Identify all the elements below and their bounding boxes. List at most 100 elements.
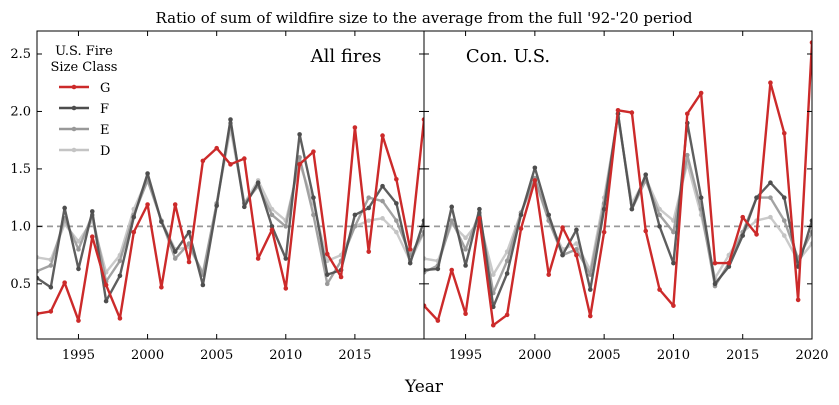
y-tick-label: 1.5 — [10, 162, 31, 177]
data-point-F — [449, 204, 455, 210]
x-tick-label: 2015 — [726, 348, 759, 363]
data-point-E — [352, 224, 358, 229]
data-point-F — [145, 171, 150, 176]
legend-title-line2: Size Class — [51, 60, 118, 75]
data-point-F — [352, 212, 358, 218]
data-point-D — [76, 239, 81, 244]
data-point-G — [574, 252, 579, 258]
data-point-G — [740, 214, 746, 220]
data-point-F — [62, 205, 67, 211]
data-point-F — [214, 203, 219, 208]
legend-marker-F — [71, 105, 77, 111]
data-point-F — [574, 227, 579, 233]
x-tick-label: 2000 — [518, 348, 551, 363]
x-tick-label: 2010 — [269, 348, 302, 363]
data-point-E — [809, 229, 812, 235]
series-line-D — [37, 127, 424, 274]
panel-frame — [423, 30, 813, 340]
x-tick-label: 2000 — [131, 348, 164, 363]
data-point-E — [117, 258, 123, 264]
series-line-D — [424, 115, 812, 280]
data-point-G — [200, 158, 206, 164]
x-axis-label: Year — [404, 377, 444, 397]
data-point-G — [228, 162, 233, 167]
data-point-E — [449, 218, 455, 223]
data-point-F — [89, 209, 95, 214]
data-point-G — [297, 162, 302, 167]
data-point-F — [532, 165, 538, 171]
data-point-F — [48, 284, 54, 290]
data-point-F — [435, 266, 441, 272]
data-point-G — [324, 251, 330, 257]
panel-label: All fires — [310, 46, 382, 67]
data-point-E — [781, 218, 787, 223]
data-point-E — [324, 281, 330, 287]
data-point-F — [103, 298, 109, 304]
data-point-G — [117, 316, 123, 321]
data-point-G — [754, 232, 759, 237]
data-point-G — [145, 202, 150, 207]
data-point-G — [366, 249, 372, 254]
data-point-F — [740, 233, 746, 238]
data-point-F — [117, 273, 123, 279]
data-point-G — [809, 40, 812, 45]
data-point-F — [297, 132, 302, 137]
data-point-D — [809, 241, 812, 246]
data-point-E — [37, 268, 40, 274]
x-tick-label: 2005 — [200, 348, 233, 363]
data-point-F — [394, 201, 399, 206]
data-point-G — [352, 125, 358, 130]
data-point-E — [366, 195, 372, 200]
data-point-F — [768, 180, 773, 186]
data-point-F — [601, 206, 607, 212]
data-point-G — [338, 274, 344, 280]
data-point-G — [671, 303, 676, 308]
data-point-G — [421, 117, 424, 122]
data-point-F — [477, 206, 482, 212]
data-point-E — [657, 212, 662, 218]
data-point-E — [283, 224, 289, 229]
data-point-G — [629, 110, 635, 115]
data-point-D — [394, 229, 399, 235]
x-tick-label: 2020 — [795, 348, 828, 363]
data-point-E — [297, 155, 302, 160]
legend-label-G: G — [100, 81, 110, 96]
data-point-G — [643, 228, 649, 234]
series-line-E — [37, 121, 424, 285]
data-point-F — [726, 264, 732, 269]
data-point-G — [615, 107, 621, 113]
series-line-G — [37, 119, 424, 322]
series-line-F — [424, 112, 812, 308]
data-point-E — [380, 198, 385, 204]
legend-label-D: D — [100, 144, 110, 159]
data-point-E — [463, 247, 468, 252]
x-tick-label: 2010 — [657, 348, 690, 363]
data-point-E — [504, 258, 510, 264]
data-point-E — [421, 229, 424, 235]
x-tick-label: 2015 — [338, 348, 371, 363]
data-point-G — [394, 176, 399, 182]
data-point-E — [76, 247, 81, 252]
x-tick-label: 1995 — [62, 348, 95, 363]
data-point-F — [200, 282, 206, 288]
data-point-G — [76, 318, 81, 323]
data-point-F — [424, 267, 427, 273]
legend-title-line1: U.S. Fire — [55, 44, 113, 59]
data-point-E — [587, 272, 593, 277]
data-point-G — [242, 156, 247, 161]
data-point-E — [48, 263, 54, 268]
data-point-G — [48, 309, 54, 314]
y-tick-label: 2.0 — [10, 104, 31, 119]
data-point-F — [76, 266, 81, 272]
data-point-G — [781, 130, 787, 136]
data-point-G — [214, 145, 219, 151]
data-point-F — [504, 271, 510, 276]
series-group — [424, 40, 812, 328]
data-point-F — [255, 180, 261, 186]
data-point-F — [546, 212, 552, 218]
data-point-E — [311, 212, 316, 218]
data-point-F — [407, 260, 413, 266]
data-point-D — [490, 272, 496, 277]
